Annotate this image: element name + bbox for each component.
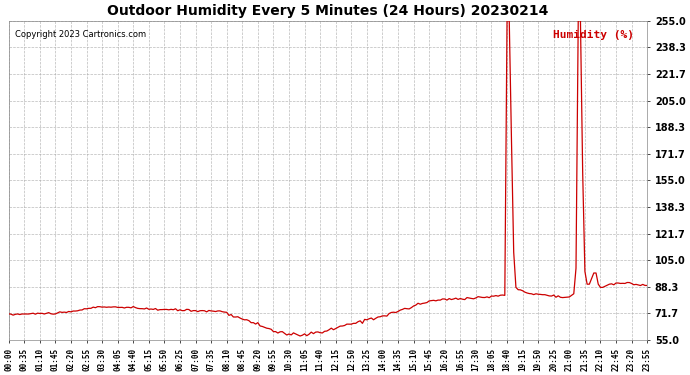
- Text: Humidity (%): Humidity (%): [553, 30, 634, 40]
- Text: Copyright 2023 Cartronics.com: Copyright 2023 Cartronics.com: [15, 30, 146, 39]
- Title: Outdoor Humidity Every 5 Minutes (24 Hours) 20230214: Outdoor Humidity Every 5 Minutes (24 Hou…: [107, 4, 549, 18]
